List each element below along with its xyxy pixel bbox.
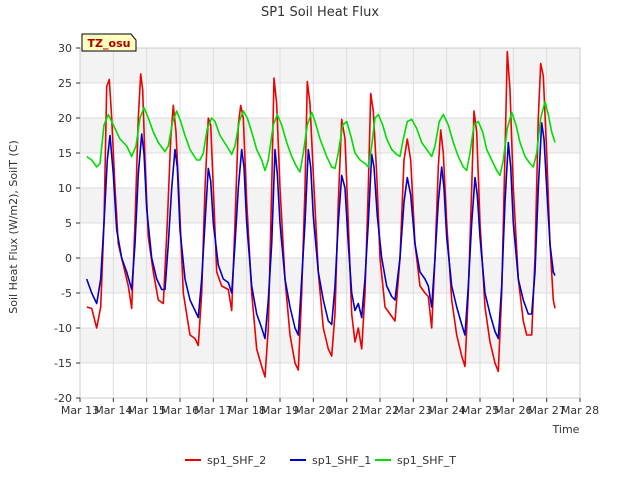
y-axis-label: Soil Heat Flux (W/m2), SoilT (C) <box>7 140 20 313</box>
y-tick-label: 15 <box>58 147 72 160</box>
series-line-sp1_SHF_T <box>86 101 556 177</box>
series-lines <box>85 50 556 378</box>
y-tick-label: -5 <box>61 287 72 300</box>
x-tick-label: Mar 19 <box>261 404 299 417</box>
legend-label-sp1_SHF_T: sp1_SHF_T <box>397 454 456 467</box>
x-tick-label: Mar 26 <box>494 404 532 417</box>
y-tick-label: -10 <box>54 322 72 335</box>
y-tick-label: 5 <box>65 217 72 230</box>
x-tick-label: Mar 14 <box>94 404 132 417</box>
x-tick-label: Mar 22 <box>361 404 399 417</box>
series-line-sp1_SHF_2 <box>86 50 556 378</box>
y-tick-label: -15 <box>54 357 72 370</box>
legend: sp1_SHF_2 sp1_SHF_1 sp1_SHF_T <box>185 454 456 467</box>
legend-label-sp1_SHF_2: sp1_SHF_2 <box>207 454 266 467</box>
x-tick-label: Mar 13 <box>61 404 99 417</box>
x-tick-label: Mar 15 <box>128 404 166 417</box>
x-tick-label: Mar 16 <box>161 404 199 417</box>
x-tick-label: Mar 18 <box>228 404 266 417</box>
series-line-sp1_SHF_1 <box>85 122 556 340</box>
plot-band <box>80 223 580 258</box>
plot-band <box>80 83 580 118</box>
plot-band <box>80 48 580 83</box>
y-tick-label: 30 <box>58 42 72 55</box>
y-axis-ticks: -20 -15 -10 -5 0 5 10 15 20 25 30 <box>54 42 80 405</box>
y-tick-label: 20 <box>58 112 72 125</box>
x-tick-label: Mar 27 <box>528 404 566 417</box>
x-tick-label: Mar 17 <box>194 404 232 417</box>
timezone-badge: TZ_osu <box>81 33 137 52</box>
y-tick-label: 25 <box>58 77 72 90</box>
x-axis-label: Time <box>552 423 580 436</box>
plot-band <box>80 328 580 363</box>
x-tick-label: Mar 23 <box>394 404 432 417</box>
x-tick-label: Mar 28 <box>561 404 599 417</box>
timezone-badge-shape <box>81 33 137 52</box>
y-tick-label: -20 <box>54 392 72 405</box>
x-tick-label: Mar 25 <box>461 404 499 417</box>
y-tick-label: 10 <box>58 182 72 195</box>
plot-band <box>80 188 580 223</box>
legend-label-sp1_SHF_1: sp1_SHF_1 <box>312 454 371 467</box>
y-tick-label: 0 <box>65 252 72 265</box>
plot-band <box>80 258 580 293</box>
x-tick-label: Mar 24 <box>428 404 466 417</box>
plot-band <box>80 363 580 398</box>
plot-band <box>80 118 580 153</box>
x-tick-label: Mar 20 <box>294 404 332 417</box>
timezone-badge-label: TZ_osu <box>88 37 131 50</box>
chart-title: SP1 Soil Heat Flux <box>261 5 379 20</box>
x-tick-label: Mar 21 <box>328 404 366 417</box>
